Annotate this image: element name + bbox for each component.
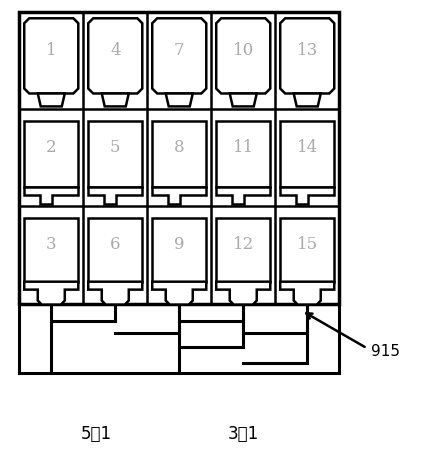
- Text: 14: 14: [297, 139, 318, 156]
- Text: 3选1: 3选1: [228, 424, 259, 442]
- Text: 11: 11: [232, 139, 254, 156]
- Text: 1: 1: [46, 42, 56, 59]
- Polygon shape: [88, 187, 142, 205]
- Polygon shape: [230, 94, 257, 107]
- Bar: [216, 219, 270, 282]
- Polygon shape: [152, 282, 206, 305]
- Text: 12: 12: [232, 235, 254, 252]
- Polygon shape: [152, 187, 206, 205]
- Bar: [19, 13, 339, 304]
- Polygon shape: [294, 94, 321, 107]
- Polygon shape: [24, 187, 78, 205]
- Text: 15: 15: [297, 235, 318, 252]
- Polygon shape: [216, 19, 270, 94]
- Bar: [280, 122, 334, 187]
- Bar: [152, 122, 206, 187]
- Text: 13: 13: [297, 42, 318, 59]
- Polygon shape: [280, 19, 334, 94]
- Bar: [88, 219, 142, 282]
- Text: 7: 7: [174, 42, 184, 59]
- Text: 8: 8: [174, 139, 184, 156]
- Polygon shape: [216, 187, 270, 205]
- Bar: [280, 219, 334, 282]
- Polygon shape: [88, 282, 142, 305]
- Bar: [24, 219, 78, 282]
- Polygon shape: [216, 282, 270, 305]
- Polygon shape: [152, 19, 206, 94]
- Bar: [88, 122, 142, 187]
- Bar: [152, 219, 206, 282]
- Text: 915: 915: [371, 343, 400, 358]
- Polygon shape: [24, 282, 78, 305]
- Text: 6: 6: [110, 235, 121, 252]
- Polygon shape: [280, 282, 334, 305]
- Text: 3: 3: [46, 235, 56, 252]
- Polygon shape: [102, 94, 129, 107]
- Polygon shape: [166, 94, 193, 107]
- Text: 10: 10: [232, 42, 254, 59]
- Text: 5: 5: [110, 139, 121, 156]
- Polygon shape: [88, 19, 142, 94]
- Bar: [216, 122, 270, 187]
- Text: 9: 9: [174, 235, 184, 252]
- Polygon shape: [280, 187, 334, 205]
- Text: 4: 4: [110, 42, 121, 59]
- Polygon shape: [24, 19, 78, 94]
- Text: 2: 2: [46, 139, 56, 156]
- Text: 5选1: 5选1: [80, 424, 111, 442]
- Bar: [24, 122, 78, 187]
- Polygon shape: [38, 94, 65, 107]
